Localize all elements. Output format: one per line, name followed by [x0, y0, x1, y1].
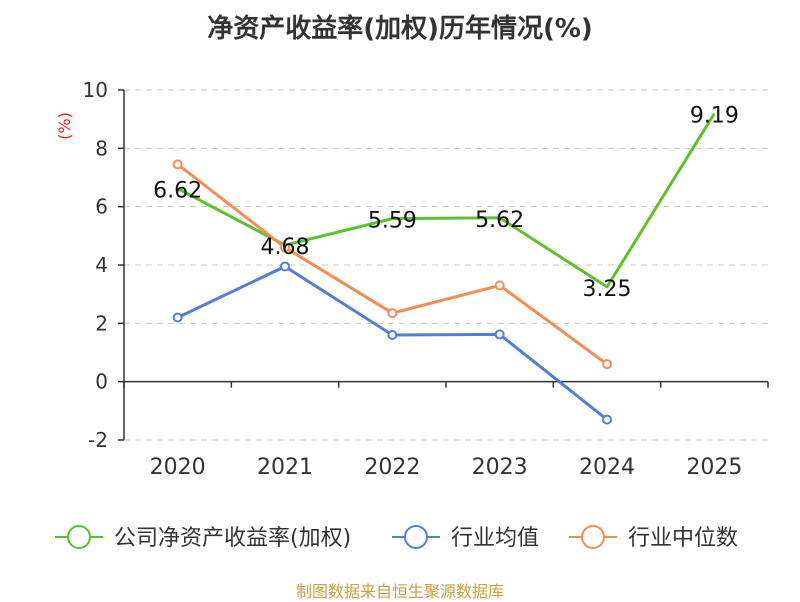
data-label: 9.19: [690, 104, 739, 129]
data-point: [172, 312, 183, 323]
series-line-1: [177, 264, 608, 421]
data-label: 3.25: [583, 277, 632, 302]
series-lines: [172, 112, 716, 425]
x-tick-label: 2022: [364, 455, 420, 480]
legend-marker-icon: [67, 525, 91, 549]
data-point: [494, 329, 505, 340]
legend-marker-icon: [581, 525, 605, 549]
data-label: 5.62: [475, 208, 524, 233]
x-tick-label: 2025: [686, 455, 742, 480]
data-label: 4.68: [261, 235, 310, 260]
data-labels: 6.62 4.68 5.59 5.62 3.25 9.19: [153, 104, 739, 302]
x-tick-label: 2020: [150, 455, 206, 480]
data-point: [280, 242, 290, 253]
y-tick-label: 6: [95, 195, 108, 219]
data-label: 5.59: [368, 209, 417, 234]
legend-marker-icon: [404, 525, 428, 549]
series-line-0: [176, 112, 716, 289]
data-point: [602, 414, 612, 425]
y-tick-label: 0: [95, 370, 108, 394]
y-axis-label: (%): [55, 112, 74, 140]
y-tick-label: 4: [95, 253, 108, 277]
x-tick-label: 2024: [579, 455, 635, 480]
legend-item-2: 行业中位数: [569, 525, 738, 551]
legend-label: 行业均值: [451, 526, 539, 551]
data-point: [172, 159, 183, 170]
y-tick-label: 2: [95, 311, 108, 335]
legend: 公司净资产收益率(加权) 行业均值 行业中位数: [55, 525, 738, 551]
y-tick-label: 8: [95, 136, 108, 160]
y-tick-label: -2: [88, 428, 108, 452]
source-note: 制图数据来自恒生聚源数据库: [295, 582, 504, 601]
y-tick-label: 10: [83, 78, 108, 102]
data-point: [387, 330, 398, 340]
legend-item-1: 行业均值: [392, 525, 539, 551]
grid-lines: [124, 89, 768, 441]
legend-label: 公司净资产收益率(加权): [114, 526, 351, 551]
data-point: [280, 261, 290, 272]
legend-item-0: 公司净资产收益率(加权): [55, 525, 351, 551]
chart-title: 净资产收益率(加权)历年情况(%): [207, 14, 593, 44]
data-point: [494, 280, 505, 291]
data-point: [387, 308, 398, 319]
data-label: 6.62: [153, 179, 202, 204]
x-tick-label: 2023: [472, 455, 528, 480]
axes: -2 0 2 4 6 8 10 (%) 2020 2021 2022 2023 2024 2025: [55, 78, 769, 480]
data-point: [602, 359, 612, 370]
legend-label: 行业中位数: [628, 526, 738, 551]
x-tick-label: 2021: [257, 455, 313, 480]
